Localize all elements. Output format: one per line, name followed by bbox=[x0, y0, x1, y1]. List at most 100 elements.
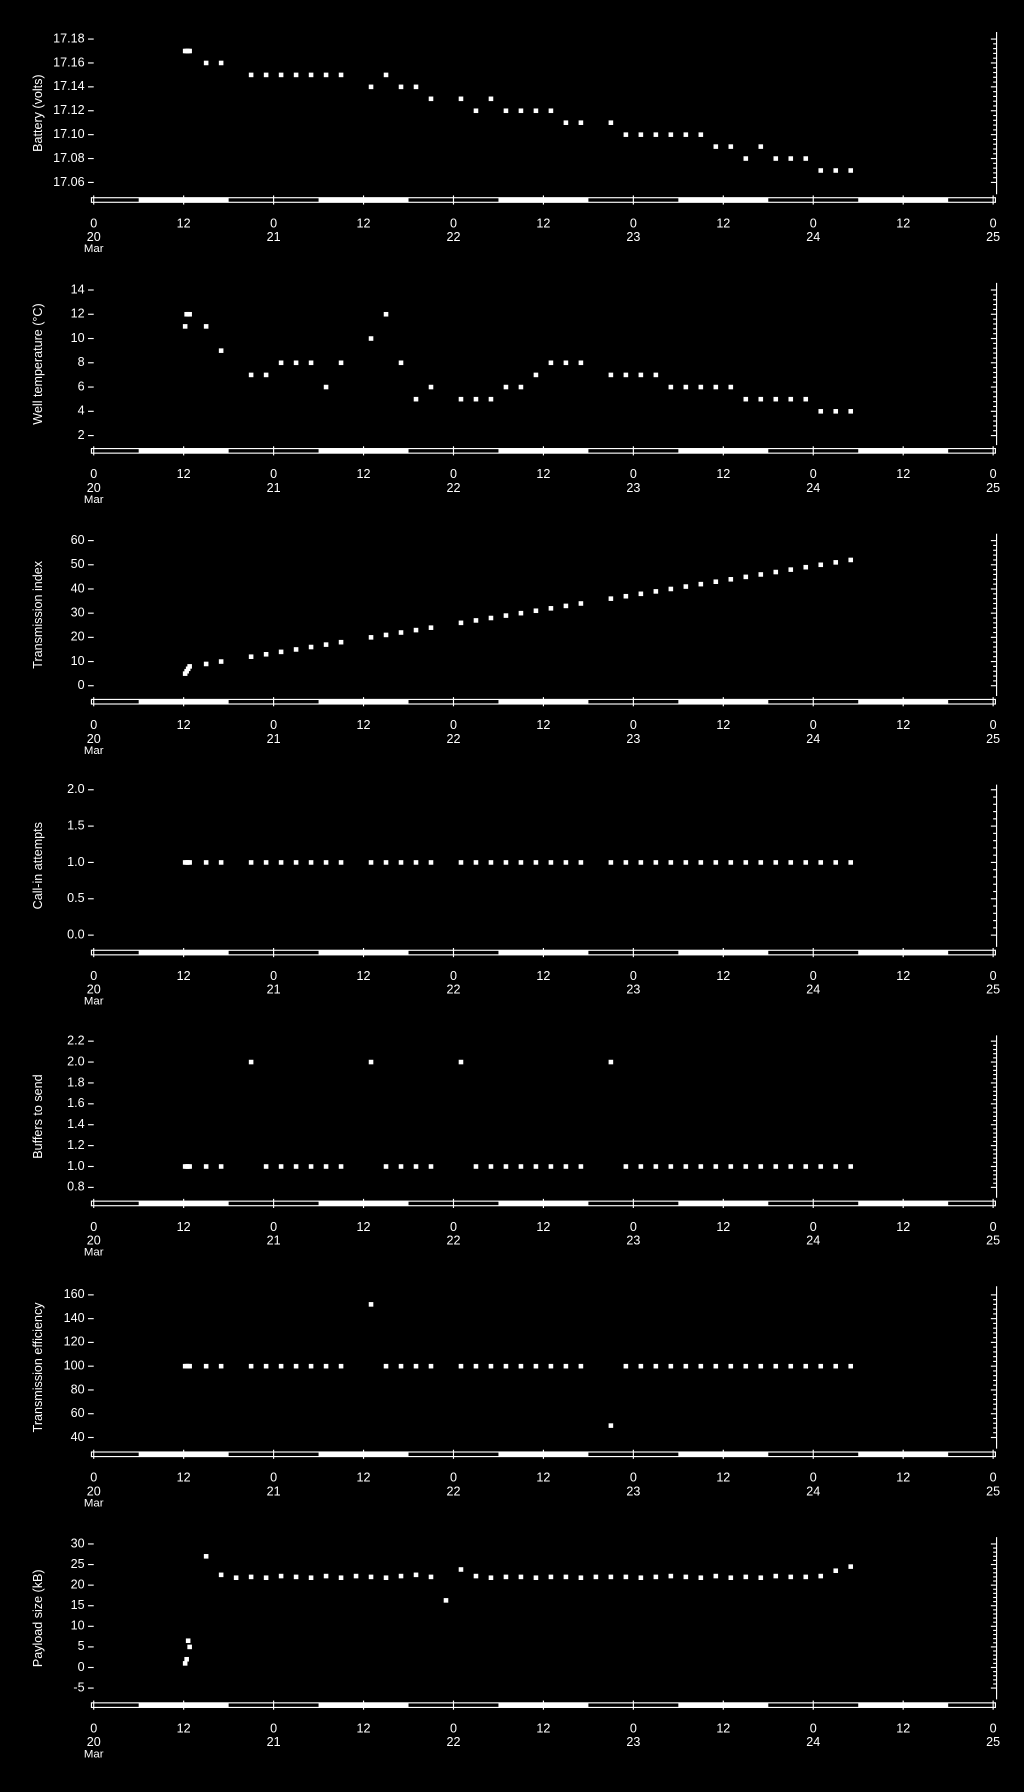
x-day-label: 25 bbox=[986, 1735, 1000, 1749]
data-point bbox=[548, 606, 554, 611]
x-tick-label: 0 bbox=[90, 1220, 97, 1234]
data-point bbox=[788, 396, 794, 402]
data-point bbox=[293, 72, 299, 78]
x-tick-label: 0 bbox=[630, 216, 637, 230]
data-point bbox=[743, 1363, 749, 1369]
data-point bbox=[458, 96, 464, 102]
data-point bbox=[668, 384, 674, 390]
data-point bbox=[308, 644, 314, 650]
x-tick-label: 12 bbox=[177, 216, 191, 230]
x-tick-label: 0 bbox=[450, 718, 457, 732]
y-tick-label: 0 bbox=[78, 678, 85, 692]
x-tick-label: 12 bbox=[177, 1721, 191, 1735]
x-day-label: 25 bbox=[986, 1484, 1000, 1498]
data-point bbox=[488, 615, 494, 621]
data-point bbox=[413, 84, 419, 90]
x-month-label: Mar bbox=[84, 243, 104, 255]
data-point bbox=[833, 1568, 839, 1574]
data-point bbox=[773, 860, 779, 865]
data-point bbox=[563, 1164, 569, 1169]
data-point bbox=[803, 860, 809, 865]
y-tick-label: 40 bbox=[71, 1430, 85, 1444]
data-point bbox=[698, 384, 704, 390]
x-tick-label: 0 bbox=[450, 467, 457, 481]
x-tick-label: 0 bbox=[810, 216, 817, 230]
data-point bbox=[518, 860, 524, 865]
x-month-label: Mar bbox=[84, 1497, 104, 1509]
data-point bbox=[623, 1164, 629, 1169]
data-point bbox=[413, 1363, 419, 1369]
data-point bbox=[248, 1574, 254, 1580]
x-tick-label: 0 bbox=[990, 216, 997, 230]
x-tick-label: 12 bbox=[896, 1220, 910, 1234]
data-point bbox=[773, 396, 779, 402]
data-point bbox=[203, 1554, 209, 1559]
data-point bbox=[293, 860, 299, 865]
data-point bbox=[578, 120, 584, 125]
data-point bbox=[848, 860, 854, 865]
y-tick-label: 80 bbox=[71, 1382, 85, 1396]
data-point bbox=[743, 156, 749, 161]
x-day-label: 23 bbox=[626, 983, 640, 997]
x-tick-label: 12 bbox=[716, 718, 730, 732]
x-day-label: 24 bbox=[806, 732, 820, 746]
data-point bbox=[758, 1164, 764, 1169]
y-tick-label: 20 bbox=[71, 1577, 85, 1591]
data-point bbox=[698, 860, 704, 865]
x-day-label: 20 bbox=[87, 481, 101, 495]
x-tick-label: 0 bbox=[270, 969, 277, 983]
x-day-label: 23 bbox=[626, 1735, 640, 1749]
x-day-label: 25 bbox=[986, 1233, 1000, 1247]
data-point bbox=[187, 311, 192, 317]
data-point bbox=[413, 396, 419, 402]
data-point bbox=[184, 1656, 189, 1662]
x-tick-label: 12 bbox=[536, 1220, 550, 1234]
data-point bbox=[623, 372, 629, 378]
x-day-label: 20 bbox=[87, 1484, 101, 1498]
data-point bbox=[338, 360, 344, 366]
data-point bbox=[428, 625, 434, 630]
data-point bbox=[833, 409, 839, 414]
y-tick-label: 40 bbox=[71, 581, 85, 595]
data-point bbox=[803, 396, 809, 402]
data-point bbox=[428, 1164, 434, 1169]
data-point bbox=[368, 1302, 374, 1307]
data-point bbox=[187, 1644, 192, 1650]
data-point bbox=[773, 1363, 779, 1369]
data-point bbox=[533, 1575, 539, 1581]
data-point bbox=[323, 72, 329, 78]
data-point bbox=[848, 1564, 854, 1569]
x-day-label: 20 bbox=[87, 983, 101, 997]
data-point bbox=[263, 860, 269, 865]
x-tick-label: 12 bbox=[177, 718, 191, 732]
y-axis-label: Transmission index bbox=[31, 560, 45, 668]
data-point bbox=[308, 1363, 314, 1369]
data-point bbox=[518, 1164, 524, 1169]
data-point bbox=[698, 1363, 704, 1369]
data-point bbox=[668, 1573, 674, 1579]
data-point bbox=[713, 1164, 719, 1169]
x-tick-label: 12 bbox=[177, 1471, 191, 1485]
x-tick-label: 12 bbox=[716, 1220, 730, 1234]
x-tick-label: 12 bbox=[896, 216, 910, 230]
x-day-label: 22 bbox=[446, 481, 460, 495]
data-point bbox=[458, 860, 464, 865]
x-day-label: 20 bbox=[87, 732, 101, 746]
data-point bbox=[187, 664, 192, 669]
data-point bbox=[758, 860, 764, 865]
x-tick-label: 0 bbox=[630, 467, 637, 481]
data-point bbox=[383, 311, 389, 317]
y-tick-label: 0.5 bbox=[67, 891, 84, 905]
data-point bbox=[563, 120, 569, 125]
data-point bbox=[698, 1164, 704, 1169]
data-point bbox=[758, 396, 764, 402]
data-point bbox=[668, 860, 674, 865]
data-point bbox=[488, 1575, 494, 1581]
x-day-label: 24 bbox=[806, 230, 820, 244]
x-tick-label: 12 bbox=[896, 718, 910, 732]
data-point bbox=[758, 144, 764, 149]
data-point bbox=[338, 639, 344, 645]
data-point bbox=[653, 860, 659, 865]
data-point bbox=[473, 396, 479, 402]
data-point bbox=[713, 860, 719, 865]
